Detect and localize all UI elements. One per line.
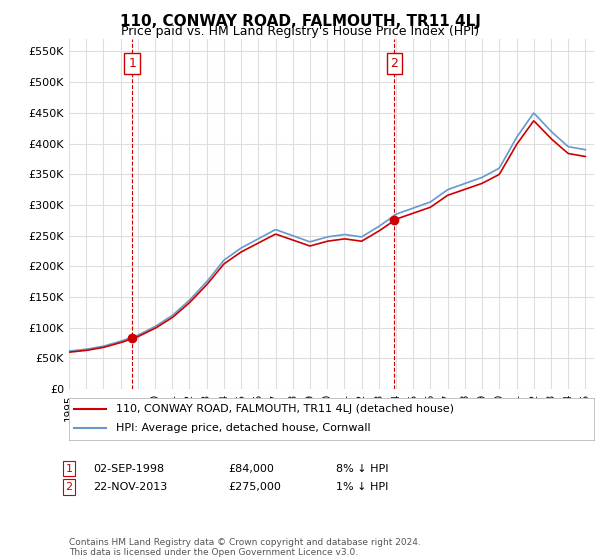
Text: 2: 2 [391, 57, 398, 70]
Text: Price paid vs. HM Land Registry's House Price Index (HPI): Price paid vs. HM Land Registry's House … [121, 25, 479, 38]
Text: £275,000: £275,000 [228, 482, 281, 492]
Text: 1% ↓ HPI: 1% ↓ HPI [336, 482, 388, 492]
Text: 110, CONWAY ROAD, FALMOUTH, TR11 4LJ: 110, CONWAY ROAD, FALMOUTH, TR11 4LJ [119, 14, 481, 29]
Text: 02-SEP-1998: 02-SEP-1998 [93, 464, 164, 474]
Text: 110, CONWAY ROAD, FALMOUTH, TR11 4LJ (detached house): 110, CONWAY ROAD, FALMOUTH, TR11 4LJ (de… [116, 404, 454, 414]
Text: £84,000: £84,000 [228, 464, 274, 474]
Text: 1: 1 [65, 464, 73, 474]
Text: Contains HM Land Registry data © Crown copyright and database right 2024.
This d: Contains HM Land Registry data © Crown c… [69, 538, 421, 557]
Text: HPI: Average price, detached house, Cornwall: HPI: Average price, detached house, Corn… [116, 423, 371, 433]
Text: 1: 1 [128, 57, 136, 70]
Text: 8% ↓ HPI: 8% ↓ HPI [336, 464, 389, 474]
Text: 2: 2 [65, 482, 73, 492]
Text: 22-NOV-2013: 22-NOV-2013 [93, 482, 167, 492]
